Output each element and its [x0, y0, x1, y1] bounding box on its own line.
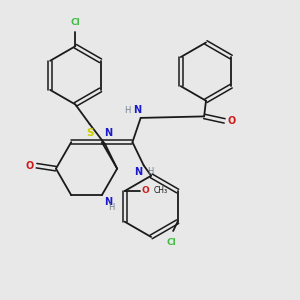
Text: Cl: Cl: [166, 238, 176, 247]
Text: N: N: [134, 167, 142, 177]
Text: O: O: [25, 161, 34, 171]
Text: H: H: [124, 106, 130, 115]
Text: S: S: [86, 128, 93, 138]
Text: H: H: [109, 203, 115, 212]
Text: N: N: [134, 105, 142, 115]
Text: N: N: [104, 128, 112, 138]
Text: O: O: [228, 116, 236, 126]
Text: H: H: [147, 167, 153, 176]
Text: CH₃: CH₃: [154, 186, 168, 195]
Text: Cl: Cl: [70, 18, 80, 27]
Text: N: N: [104, 197, 112, 207]
Text: O: O: [141, 186, 149, 195]
